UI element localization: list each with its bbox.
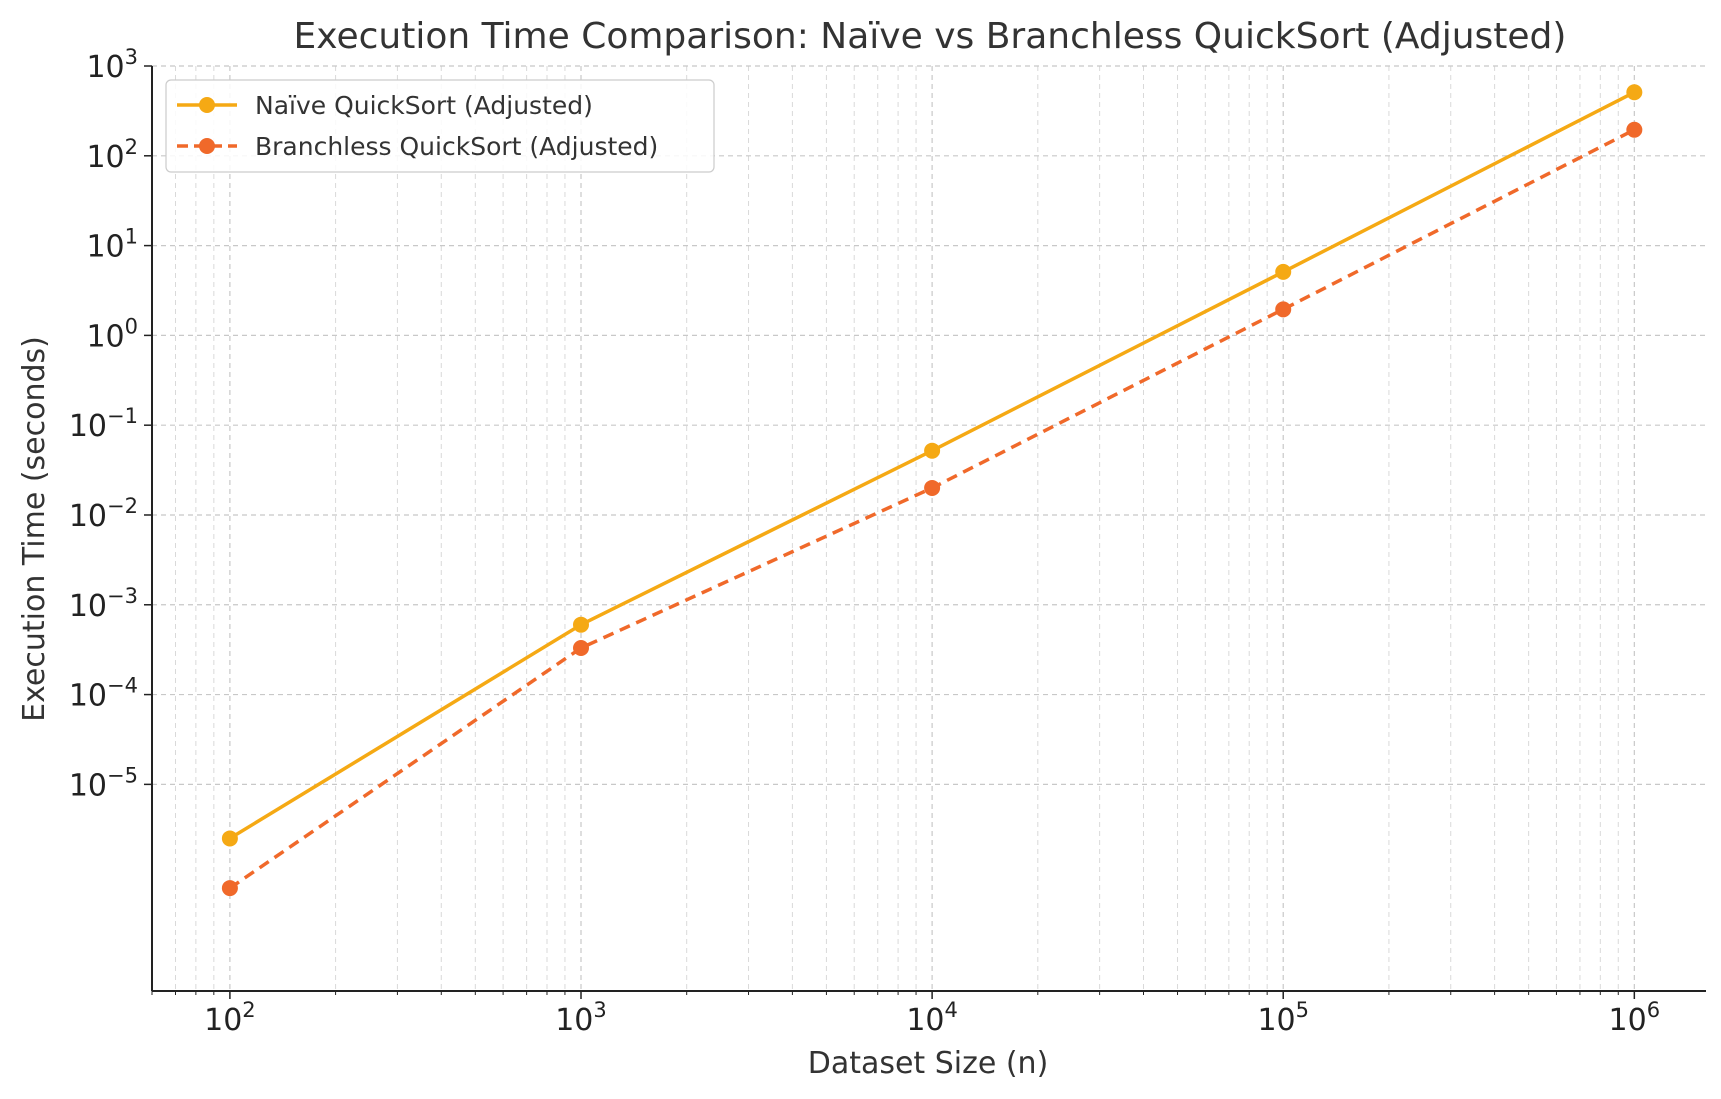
x-tick-label: 102 [204,998,256,1038]
legend-marker-branchless [199,138,215,154]
data-point [1275,263,1292,280]
data-point [1275,301,1292,318]
y-tick-label: 102 [86,135,138,175]
legend-entry-naive: Naïve QuickSort (Adjusted) [177,91,593,120]
grid [151,65,1706,991]
x-axis-label: Dataset Size (n) [808,1046,1049,1081]
y-ticks: 103 102 101 100 10−1 10−2 10−3 10−4 10−5 [69,45,152,803]
series-1 [221,121,1643,897]
data-point [1626,84,1643,101]
y-tick-label: 10−2 [69,494,138,534]
x-tick-label: 103 [555,998,607,1038]
legend-marker-naive [199,97,215,113]
series [221,84,1643,897]
y-tick-label: 10−1 [69,404,138,444]
data-point [924,442,941,459]
legend: Naïve QuickSort (Adjusted) Branchless Qu… [165,79,715,173]
x-tick-label: 104 [906,998,958,1038]
axes [151,66,1706,992]
legend-entry-branchless: Branchless QuickSort (Adjusted) [177,132,658,161]
data-point [573,616,590,633]
y-tick-label: 10−5 [69,763,138,803]
y-tick-label: 10−4 [69,674,138,714]
legend-box [165,79,715,173]
y-tick-label: 103 [86,45,138,85]
data-point [221,830,238,847]
y-tick-label: 10−3 [69,584,138,624]
x-tick-label: 105 [1257,998,1309,1038]
legend-label-naive: Naïve QuickSort (Adjusted) [255,91,593,120]
x-ticks: 102 103 104 105 106 [151,991,1661,1038]
data-point [924,479,941,496]
x-tick-label: 106 [1609,998,1661,1038]
data-point [1626,121,1643,138]
series-0 [221,84,1643,847]
y-tick-label: 100 [86,314,138,354]
legend-label-branchless: Branchless QuickSort (Adjusted) [255,132,658,161]
data-point [221,880,238,897]
chart-title: Execution Time Comparison: Naïve vs Bran… [294,16,1567,57]
data-point [573,640,590,657]
y-axis-label: Execution Time (seconds) [17,336,52,722]
y-tick-label: 101 [86,225,138,265]
